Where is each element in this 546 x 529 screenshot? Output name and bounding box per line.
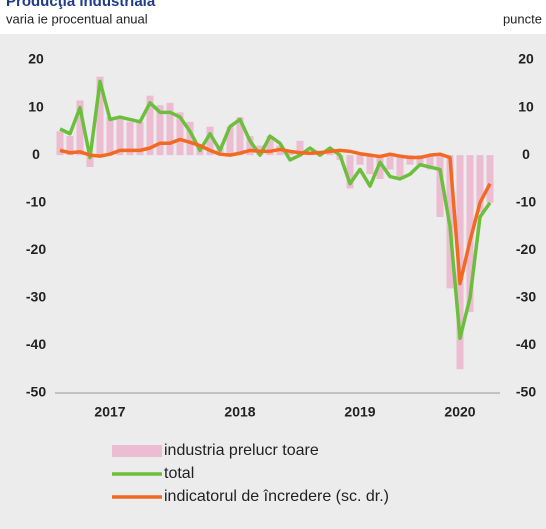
bar: [176, 112, 184, 156]
x-tick-label: 2017: [94, 404, 125, 420]
y2-tick-label: 10: [518, 98, 534, 114]
legend-label: total: [164, 465, 194, 482]
chart-subtitle: varia ie procentual anual: [6, 11, 148, 26]
bar: [246, 136, 254, 156]
y2-tick-label: -20: [516, 241, 536, 257]
bar: [156, 105, 164, 156]
bar: [396, 155, 404, 179]
bar: [346, 155, 354, 189]
y-tick-label: -30: [26, 289, 46, 305]
bar: [296, 140, 304, 156]
y-tick-label: -10: [26, 193, 46, 209]
y-tick-label: -20: [26, 241, 46, 257]
bar: [376, 155, 384, 179]
y2-tick-label: 0: [522, 146, 530, 162]
y2-tick-label: -10: [516, 193, 536, 209]
legend-label: industria prelucr toare: [164, 442, 319, 459]
bar: [166, 102, 174, 156]
bar: [126, 121, 134, 156]
bar: [486, 155, 494, 203]
bar: [76, 100, 84, 156]
line-series: [59, 79, 492, 341]
bar: [416, 155, 424, 165]
x-tick-label: 2019: [344, 404, 375, 420]
y2-tick-label: 20: [518, 51, 534, 67]
bar: [206, 126, 214, 156]
bar: [66, 136, 74, 156]
bar: [116, 117, 124, 156]
y-tick-label: 20: [28, 51, 44, 67]
y-tick-label: 10: [28, 98, 44, 114]
y2-tick-label: -50: [516, 384, 536, 400]
y-tick-label: -50: [26, 384, 46, 400]
bar: [356, 155, 364, 165]
x-tick-label: 2020: [444, 404, 475, 420]
bar: [146, 95, 154, 156]
y2-tick-label: -40: [516, 336, 536, 352]
bar: [186, 121, 194, 156]
bar: [476, 155, 484, 213]
x-tick-label: 2018: [224, 404, 255, 420]
chart-title: Producţia industrială: [6, 0, 156, 10]
bar: [366, 155, 374, 175]
bar: [436, 155, 444, 217]
bar: [266, 136, 274, 156]
bar: [136, 121, 144, 156]
bar: [96, 76, 104, 156]
bar: [466, 155, 474, 313]
bar: [56, 131, 64, 156]
y2-tick-label: -30: [516, 289, 536, 305]
bar: [106, 117, 114, 156]
bar: [326, 152, 334, 156]
bar: [386, 155, 394, 170]
bar: [226, 126, 234, 156]
y-tick-label: -40: [26, 336, 46, 352]
y-tick-label: 0: [32, 146, 40, 162]
bar: [406, 155, 414, 165]
y2-axis-label: puncte: [503, 11, 542, 26]
legend-swatch: [112, 445, 162, 457]
bar: [236, 117, 244, 156]
line-series: [59, 137, 492, 286]
legend-label: indicatorul de încredere (sc. dr.): [164, 488, 389, 505]
bar: [426, 155, 434, 170]
bar: [86, 155, 94, 168]
